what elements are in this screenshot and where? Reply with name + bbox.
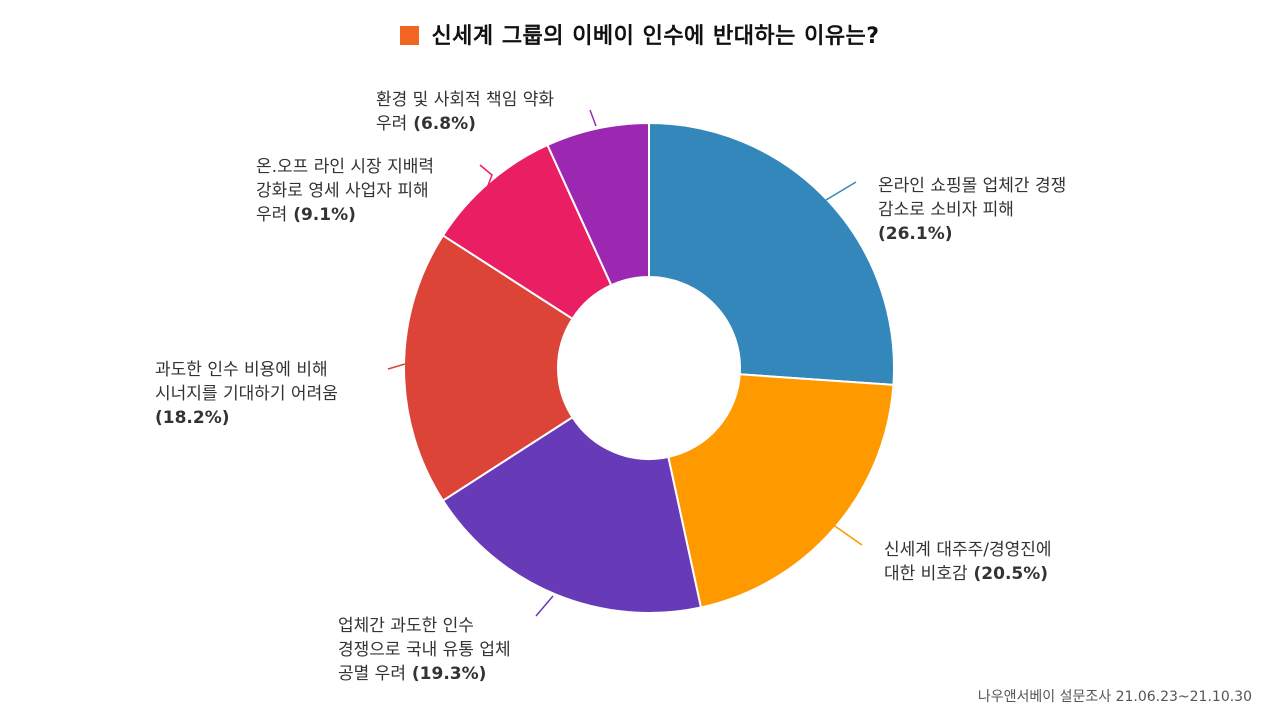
- slice-label-text: 우려 (9.1%): [256, 205, 356, 225]
- slice-percent: (6.8%): [407, 114, 476, 134]
- leader-line-4: [387, 363, 406, 370]
- slice-label-text: 과도한 인수 비용에 비해: [155, 360, 328, 380]
- slice-percent: (19.3%): [405, 664, 487, 684]
- title-marker: [400, 26, 420, 45]
- leader-line-6: [589, 109, 597, 127]
- slice-percent: (18.2%): [155, 408, 230, 428]
- slice-label-text: 대한 비호감 (20.5%): [884, 564, 1049, 584]
- slice-percent: (20.5%): [967, 564, 1049, 584]
- donut-slice-1: [648, 121, 895, 386]
- slice-label-text: 감소로 소비자 피해: [878, 200, 1014, 220]
- slice-label-text: 환경 및 사회적 책임 약화: [376, 90, 555, 110]
- slice-label-text: 경쟁으로 국내 유통 업체: [338, 640, 511, 660]
- donut-slice-3: [441, 415, 703, 614]
- slice-percent-line: (18.2%): [155, 406, 338, 430]
- slice-percent-line: (26.1%): [878, 222, 1066, 246]
- leader-line-1: [825, 181, 857, 201]
- donut-slice-6: [546, 121, 650, 287]
- slice-label-text: 온라인 쇼핑몰 업체간 경쟁: [878, 176, 1067, 196]
- slice-label-text: 업체간 과도한 인수: [338, 616, 474, 636]
- slice-percent: (26.1%): [878, 224, 953, 244]
- leader-line-5: [479, 164, 493, 197]
- slice-percent: (9.1%): [287, 205, 356, 225]
- source-note: 나우앤서베이 설문조사 21.06.23~21.10.30: [977, 689, 1252, 705]
- slice-label-text: 시너지를 기대하기 어려움: [155, 384, 338, 404]
- donut-slice-4: [403, 234, 574, 502]
- chart-title: 신세계 그룹의 이베이 인수에 반대하는 이유는?: [431, 24, 880, 49]
- chart-title-wrap: 신세계 그룹의 이베이 인수에 반대하는 이유는?: [0, 18, 1280, 50]
- slice-label-text: 온.오프 라인 시장 지배력: [256, 157, 435, 177]
- donut-slice-2: [667, 373, 895, 609]
- leader-line-3: [535, 595, 554, 617]
- slice-label-text: 우려 (6.8%): [376, 114, 476, 134]
- leader-line-2: [831, 523, 863, 546]
- slice-label-text: 신세계 대주주/경영진에: [884, 540, 1052, 560]
- slice-label-text: 공멸 우려 (19.3%): [338, 664, 487, 684]
- slice-label-text: 강화로 영세 사업자 피해: [256, 181, 429, 201]
